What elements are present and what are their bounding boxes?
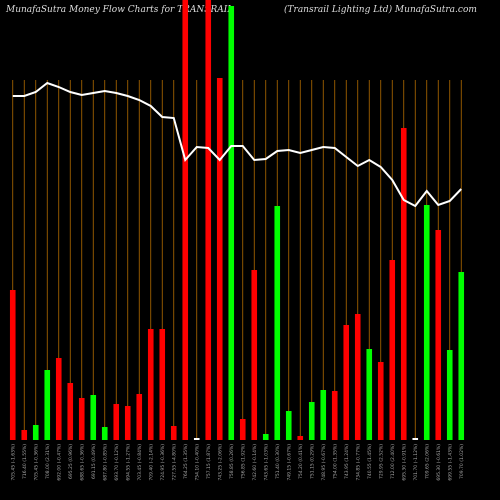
bar xyxy=(147,329,154,440)
x-tick-label: 701.70 (-1.12%) xyxy=(413,444,419,481)
x-tick-label: 743.65 (-1.03%) xyxy=(263,444,269,481)
bar xyxy=(113,404,120,440)
x-tick-label: 756.85 (1.92%) xyxy=(240,444,246,479)
bar xyxy=(366,349,373,440)
bar xyxy=(32,425,39,440)
bar xyxy=(170,426,177,440)
x-tick-label: 688.65 (-0.36%) xyxy=(79,444,85,481)
bar xyxy=(297,436,304,440)
x-tick-label: 712.00 (2.40%) xyxy=(390,444,396,479)
x-tick-label: 748.95 (-0.67%) xyxy=(321,444,327,481)
x-tick-label: 754.10 (-0.40%) xyxy=(194,444,200,481)
bar xyxy=(193,438,200,440)
bar xyxy=(251,270,258,440)
x-tick-label: 709.65 (2.06%) xyxy=(424,444,430,479)
bar xyxy=(354,314,361,440)
x-tick-label: 703.45 (-0.84%) xyxy=(137,444,143,481)
bar xyxy=(21,430,28,440)
x-tick-label: 751.40 (0.30%) xyxy=(275,444,281,479)
bar xyxy=(182,0,189,440)
bar xyxy=(205,0,212,440)
x-tick-label: 724.95 (-0.36%) xyxy=(160,444,166,481)
bar xyxy=(285,411,292,440)
bar xyxy=(423,205,430,440)
x-tick-label: 709.40 (-2.14%) xyxy=(148,444,154,481)
x-tick-label: 754.00 (1.35%) xyxy=(332,444,338,479)
x-tick-label: 705.45 (-1.63%) xyxy=(10,444,16,481)
bar xyxy=(216,78,223,440)
x-tick-label: 757.15 (1.87%) xyxy=(206,444,212,479)
bar xyxy=(9,290,16,440)
bar xyxy=(44,370,51,440)
chart-title: MunafaSutra Money Flow Charts for TRANSR… xyxy=(5,5,233,15)
bar xyxy=(262,434,269,440)
bar xyxy=(320,390,327,440)
x-tick-label: 764.25 (1.35%) xyxy=(183,444,189,479)
bar xyxy=(400,128,407,440)
x-tick-label: 743.95 (1.24%) xyxy=(344,444,350,479)
x-tick-label: 695.25 (0.96%) xyxy=(68,444,74,479)
x-tick-label: 740.55 (1.45%) xyxy=(367,444,373,479)
bar xyxy=(124,406,131,440)
x-tick-label: 691.15 (0.49%) xyxy=(91,444,97,479)
x-tick-label: 687.80 (-0.85%) xyxy=(102,444,108,481)
x-tick-label: 742.60 (-0.14%) xyxy=(252,444,258,481)
bar xyxy=(101,427,108,440)
x-tick-label: 754.20 (0.41%) xyxy=(298,444,304,479)
x-tick-label: 716.40 (1.55%) xyxy=(22,444,28,479)
bar xyxy=(78,398,85,440)
x-tick-label: 693.70 (-0.12%) xyxy=(114,444,120,481)
bar xyxy=(136,394,143,440)
x-tick-label: 743.25 (-2.06%) xyxy=(217,444,223,481)
bar xyxy=(90,395,97,440)
bar xyxy=(412,438,419,440)
x-tick-label: 694.55 (-1.27%) xyxy=(125,444,131,481)
x-tick-label: 708.00 (2.31%) xyxy=(45,444,51,479)
x-tick-label: 758.85 (0.26%) xyxy=(229,444,235,479)
price-line xyxy=(12,81,462,208)
bar xyxy=(308,402,315,440)
x-tick-label: 727.55 (-4.80%) xyxy=(171,444,177,481)
bar xyxy=(228,6,235,440)
x-tick-label: 699.55 (-1.43%) xyxy=(447,444,453,481)
bar xyxy=(239,419,246,440)
bar xyxy=(435,230,442,440)
x-tick-label: 695.30 (-0.91%) xyxy=(401,444,407,481)
x-tick-label: 734.85 (-0.77%) xyxy=(355,444,361,481)
bar xyxy=(274,206,281,440)
bar xyxy=(389,260,396,440)
x-tick-label: 729.95 (2.52%) xyxy=(378,444,384,479)
bar xyxy=(446,350,453,440)
x-tick-label: 695.30 (-0.61%) xyxy=(436,444,442,481)
chart-subtitle: (Transrail Lighting Ltd) MunafaSutra.com xyxy=(284,4,477,15)
bar xyxy=(159,329,166,440)
x-tick-label: 692.00 (-0.47%) xyxy=(56,444,62,481)
x-tick-label: 705.45 (-0.36%) xyxy=(33,444,39,481)
bar xyxy=(458,272,465,440)
x-tick-label: 709.70 (1.02%) xyxy=(459,444,465,479)
bar xyxy=(67,383,74,440)
x-tick-label: 749.15 (-0.67%) xyxy=(286,444,292,481)
bar xyxy=(343,325,350,440)
bar xyxy=(331,391,338,440)
bar xyxy=(55,358,62,440)
bar xyxy=(377,362,384,440)
x-tick-label: 751.15 (0.29%) xyxy=(309,444,315,479)
